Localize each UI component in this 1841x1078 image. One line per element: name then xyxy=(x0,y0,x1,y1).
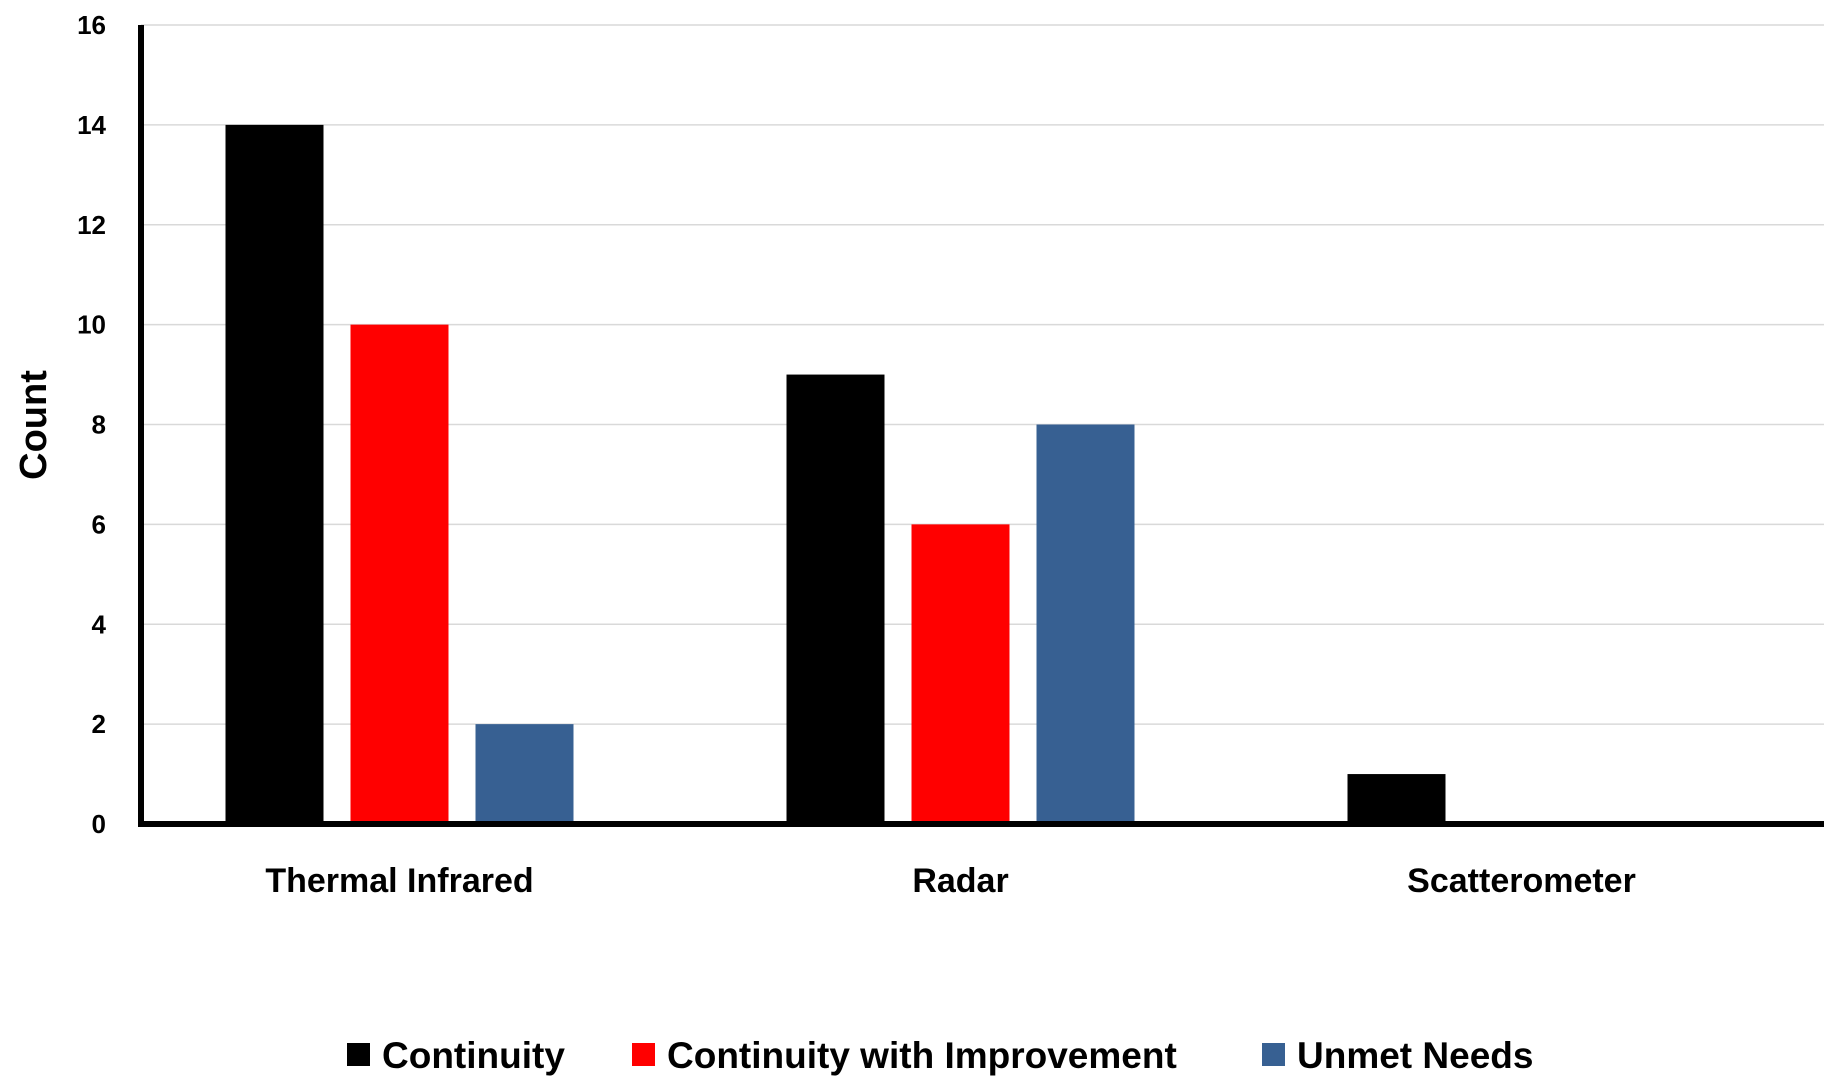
y-tick-label: 6 xyxy=(92,509,106,539)
bar-continuity xyxy=(786,374,885,824)
legend: Continuity Continuity with Improvement Unm… xyxy=(347,1035,1533,1076)
legend-swatch xyxy=(1262,1043,1285,1066)
x-category-label: Radar xyxy=(912,862,1008,900)
y-tick-label: 2 xyxy=(92,709,106,739)
y-tick-label: 10 xyxy=(77,310,106,340)
bar-continuity-with-improvement xyxy=(911,524,1010,824)
y-axis-title: Count xyxy=(13,370,55,480)
bars xyxy=(225,124,1446,824)
legend-swatch xyxy=(632,1043,655,1066)
legend-swatch xyxy=(347,1043,370,1066)
legend-label: Unmet Needs xyxy=(1297,1035,1533,1076)
y-tick-label: 8 xyxy=(92,410,106,440)
legend-label: Continuity with Improvement xyxy=(667,1035,1177,1076)
y-tick-label: 4 xyxy=(92,609,107,639)
y-tick-labels: 0 2 4 6 8 10 12 14 16 xyxy=(77,10,106,839)
y-tick-label: 0 xyxy=(92,809,106,839)
x-category-label: Thermal Infrared xyxy=(265,862,533,900)
y-tick-label: 16 xyxy=(77,10,106,40)
x-category-label: Scatterometer xyxy=(1407,862,1636,900)
bar-unmet-needs xyxy=(475,724,574,824)
y-tick-label: 14 xyxy=(77,110,106,140)
bar-unmet-needs xyxy=(1036,424,1135,824)
bar-continuity xyxy=(225,124,324,824)
legend-label: Continuity xyxy=(382,1035,565,1076)
axes xyxy=(138,25,1824,827)
x-category-labels: Thermal Infrared Radar Scatterometer xyxy=(265,862,1635,900)
bar-continuity xyxy=(1347,774,1446,824)
y-tick-label: 12 xyxy=(77,210,106,240)
bar-continuity-with-improvement xyxy=(350,324,449,824)
